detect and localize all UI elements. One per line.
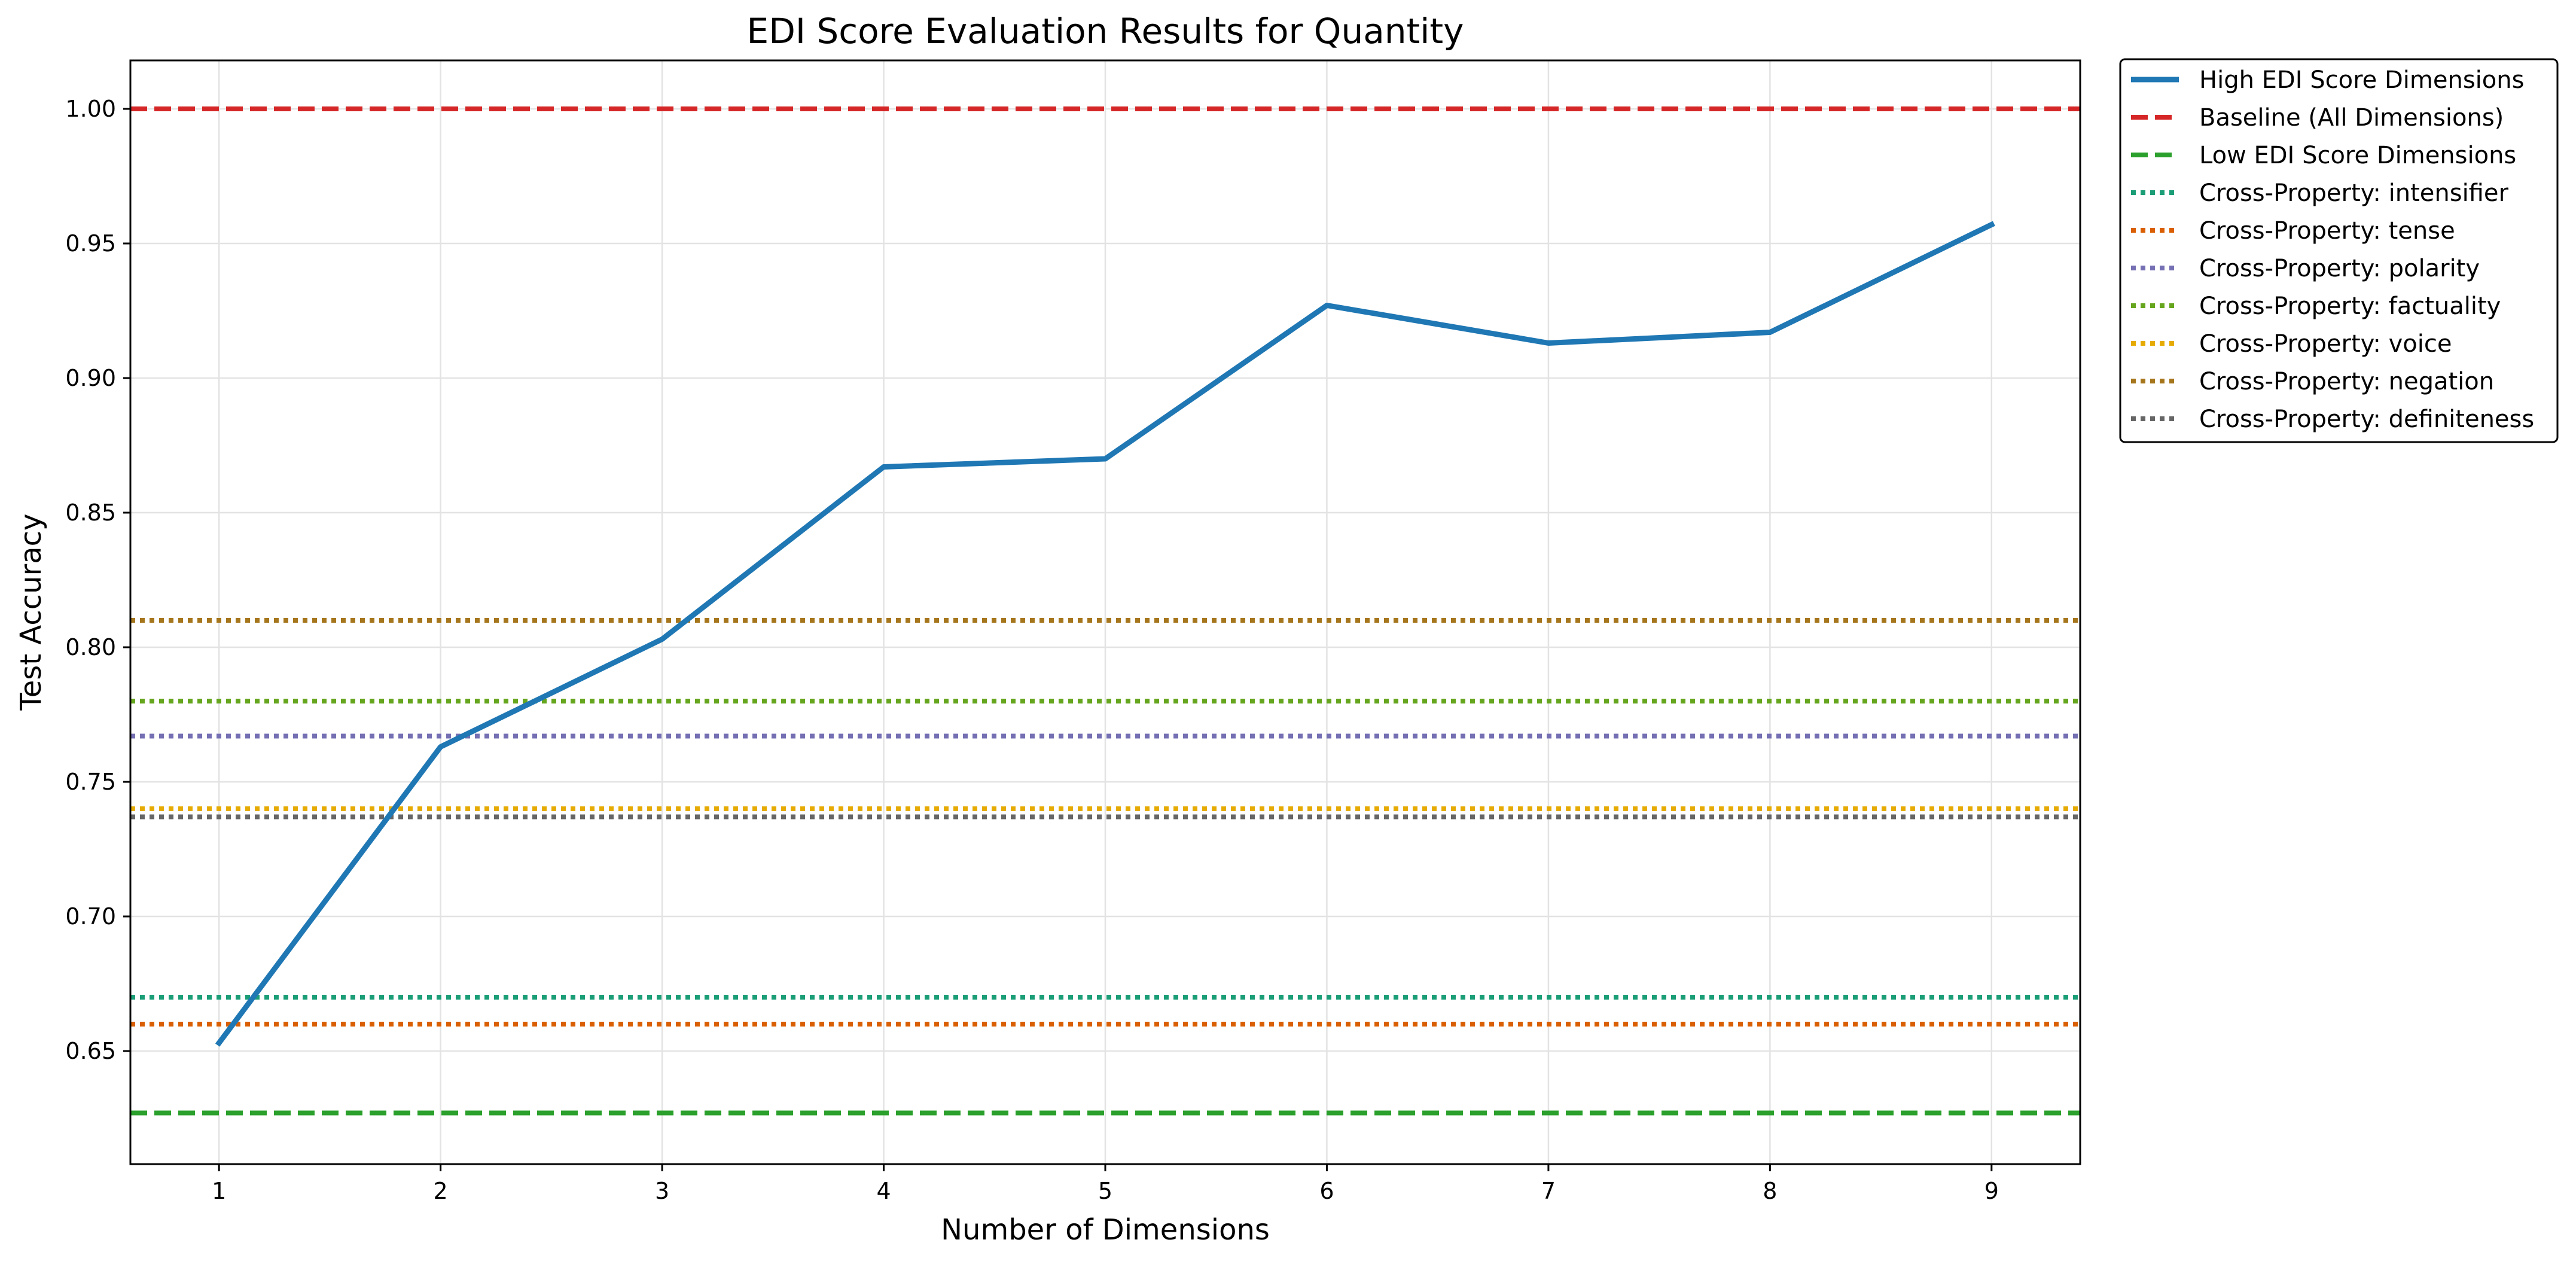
legend-label: Cross-Property: tense [2199, 217, 2455, 245]
x-tick-label: 1 [212, 1178, 226, 1204]
y-tick-label: 0.70 [65, 903, 116, 930]
legend-box [2119, 58, 2559, 443]
series-line-high-edi-score-dimensions [215, 221, 1995, 1047]
x-tick-label: 2 [434, 1178, 448, 1204]
data-point [1105, 458, 1106, 459]
legend-label: Cross-Property: factuality [2199, 293, 2501, 320]
data-point [440, 747, 441, 748]
legend-label: Cross-Property: polarity [2199, 255, 2480, 282]
data-point [1991, 224, 1992, 226]
grid [130, 60, 2080, 1164]
data-point [1548, 343, 1549, 344]
y-axis: 0.65 0.70 0.75 0.80 0.85 0.90 0.95 1.00 [65, 96, 130, 1064]
x-tick-label: 4 [876, 1178, 891, 1204]
x-tick-label: 7 [1541, 1178, 1556, 1204]
series-group [130, 106, 2080, 1116]
legend-label: High EDI Score Dimensions [2199, 66, 2524, 94]
legend-label: Cross-Property: definiteness [2199, 406, 2534, 433]
y-tick-label: 0.75 [65, 769, 116, 795]
legend: High EDI Score Dimensions Baseline (All D… [2119, 58, 2559, 443]
legend-label: Baseline (All Dimensions) [2199, 104, 2504, 132]
x-tick-label: 3 [655, 1178, 669, 1204]
y-tick-label: 0.95 [65, 230, 116, 257]
y-tick-label: 0.85 [65, 499, 116, 526]
y-tick-label: 0.80 [65, 634, 116, 660]
legend-label: Cross-Property: voice [2199, 330, 2452, 358]
y-tick-label: 0.90 [65, 365, 116, 391]
y-tick-label: 1.00 [65, 96, 116, 122]
x-axis: 1 2 3 4 5 6 7 8 9 [212, 1164, 1999, 1204]
data-point [218, 1043, 220, 1044]
data-point [1769, 332, 1770, 333]
data-point [1326, 305, 1327, 306]
data-point [661, 639, 663, 640]
legend-label: Cross-Property: intensifier [2199, 179, 2508, 207]
x-axis-label: Number of Dimensions [941, 1213, 1270, 1247]
x-tick-label: 5 [1098, 1178, 1112, 1204]
y-axis-label: Test Accuracy [14, 514, 48, 711]
x-tick-label: 9 [1984, 1178, 1999, 1204]
chart-title: EDI Score Evaluation Results for Quantit… [747, 11, 1464, 51]
data-point [883, 467, 885, 468]
legend-label: Cross-Property: negation [2199, 368, 2494, 395]
x-tick-label: 6 [1319, 1178, 1334, 1204]
legend-label: Low EDI Score Dimensions [2199, 142, 2516, 169]
x-tick-label: 8 [1763, 1178, 1777, 1204]
y-tick-label: 0.65 [65, 1038, 116, 1064]
